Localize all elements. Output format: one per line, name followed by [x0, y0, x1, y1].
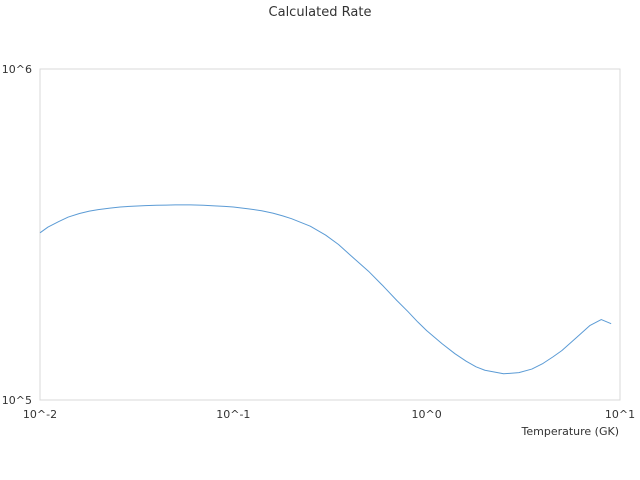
x-tick-label: 10^0 — [412, 408, 442, 421]
y-tick-labels: 10^5 10^6 — [2, 63, 32, 407]
x-tick-label: 10^-1 — [216, 408, 250, 421]
series-line — [39, 204, 612, 375]
y-tick-label: 10^6 — [2, 63, 32, 76]
y-tick-label: 10^5 — [2, 394, 32, 407]
x-tick-label: 10^1 — [605, 408, 635, 421]
x-axis-title: Temperature (GK) — [521, 425, 620, 438]
series-group — [39, 204, 612, 375]
plot-area — [39, 68, 621, 401]
x-tick-label: 10^-2 — [23, 408, 57, 421]
x-tick-labels: 10^-2 10^-1 10^0 10^1 — [23, 408, 635, 421]
chart-title: Calculated Rate — [269, 5, 372, 20]
